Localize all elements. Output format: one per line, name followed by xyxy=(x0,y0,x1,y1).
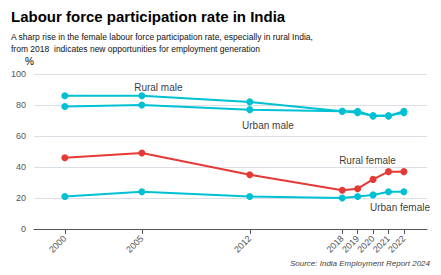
svg-text:60: 60 xyxy=(16,131,26,141)
svg-text:40: 40 xyxy=(16,162,26,172)
svg-text:100: 100 xyxy=(11,69,26,79)
svg-text:2005: 2005 xyxy=(124,233,145,254)
svg-text:Labour force participation rat: Labour force participation rate in India xyxy=(11,8,286,25)
svg-text:20: 20 xyxy=(16,193,26,203)
svg-text:0: 0 xyxy=(21,224,26,234)
svg-text:Source: India Employment Repor: Source: India Employment Report 2024 xyxy=(290,259,431,268)
svg-text:2022: 2022 xyxy=(386,233,407,254)
svg-text:from 2018 indicates new oppor: from 2018 indicates new opportunities fo… xyxy=(11,44,260,54)
svg-text:Rural male: Rural male xyxy=(134,82,183,93)
svg-text:A sharp rise in the female lab: A sharp rise in the female labour force … xyxy=(11,32,313,42)
svg-text:2019: 2019 xyxy=(340,233,362,255)
svg-text:%: % xyxy=(25,56,34,67)
svg-text:2018: 2018 xyxy=(324,233,346,255)
svg-text:2012: 2012 xyxy=(232,233,253,254)
svg-text:Urban male: Urban male xyxy=(242,120,294,131)
svg-text:2000: 2000 xyxy=(47,233,68,254)
svg-text:80: 80 xyxy=(16,100,26,110)
svg-text:2020: 2020 xyxy=(355,233,377,255)
svg-text:Urban female: Urban female xyxy=(370,202,430,213)
svg-text:Rural female: Rural female xyxy=(339,155,396,166)
svg-text:2021: 2021 xyxy=(370,233,392,255)
